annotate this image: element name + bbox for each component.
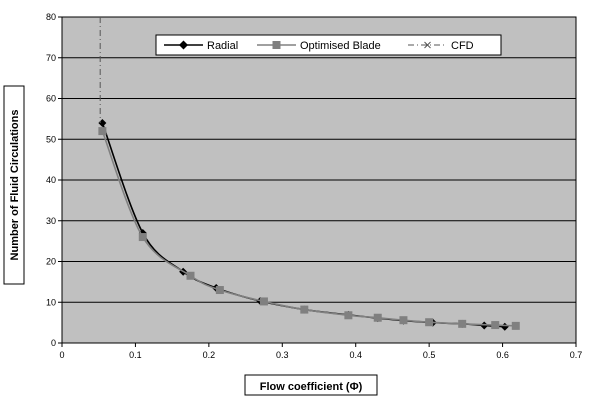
x-tick-label: 0.3 <box>276 350 289 360</box>
y-tick-label: 10 <box>46 297 56 307</box>
x-tick-label: 0.7 <box>570 350 583 360</box>
y-axis-ticks: 0 10 20 30 40 50 60 70 80 <box>46 12 62 348</box>
point-optimised-blade <box>138 233 147 242</box>
x-axis-title: Flow coefficient (Φ) <box>260 381 363 393</box>
y-tick-label: 80 <box>46 12 56 22</box>
x-axis-title-group: Flow coefficient (Φ) <box>244 374 378 396</box>
point-radial <box>480 321 489 330</box>
point-optimised-blade <box>425 318 434 327</box>
legend-box <box>155 34 502 56</box>
y-axis-title-group: Number of Fluid Circulations <box>3 85 25 285</box>
point-optimised-blade <box>491 321 500 330</box>
point-optimised-blade <box>344 311 353 320</box>
legend: Radial Optimised Blade CFD <box>155 34 502 56</box>
y-tick-label: 60 <box>46 94 56 104</box>
series-layer <box>98 17 520 331</box>
x-axis-title-box <box>244 374 378 396</box>
point-optimised-blade <box>511 321 520 330</box>
point-optimised-blade <box>300 305 309 314</box>
legend-radial-label: Radial <box>207 40 238 52</box>
y-tick-label: 30 <box>46 216 56 226</box>
x-tick-label: 0.4 <box>349 350 362 360</box>
point-optimised-blade <box>259 297 268 306</box>
point-optimised-blade <box>458 319 467 328</box>
point-optimised-blade <box>215 286 224 295</box>
point-optimised-blade <box>399 316 408 325</box>
legend-radial-marker <box>179 40 188 50</box>
legend-cfd-marker <box>424 41 431 49</box>
legend-optimised-label: Optimised Blade <box>300 40 381 52</box>
y-tick-label: 20 <box>46 257 56 267</box>
x-tick-label: 0 <box>59 350 64 360</box>
point-radial <box>98 118 107 127</box>
x-tick-label: 0.6 <box>496 350 509 360</box>
series-optimised-blade <box>98 127 520 330</box>
x-tick-label: 0.1 <box>129 350 142 360</box>
y-axis-title: Number of Fluid Circulations <box>9 110 21 261</box>
point-optimised-blade <box>98 127 107 136</box>
legend-optimised-marker <box>272 41 281 49</box>
x-axis-ticks: 0 0.1 0.2 0.3 0.4 0.5 0.6 0.7 <box>59 343 582 360</box>
y-tick-label: 0 <box>51 338 56 348</box>
y-tick-label: 50 <box>46 134 56 144</box>
y-axis-title-box <box>3 85 25 285</box>
point-optimised-blade <box>373 313 382 322</box>
x-tick-label: 0.5 <box>423 350 436 360</box>
grid-lines <box>62 57 576 303</box>
x-tick-label: 0.2 <box>203 350 216 360</box>
point-optimised-blade <box>186 271 195 280</box>
y-tick-label: 40 <box>46 175 56 185</box>
legend-cfd-label: CFD <box>451 40 474 52</box>
y-tick-label: 70 <box>46 53 56 63</box>
